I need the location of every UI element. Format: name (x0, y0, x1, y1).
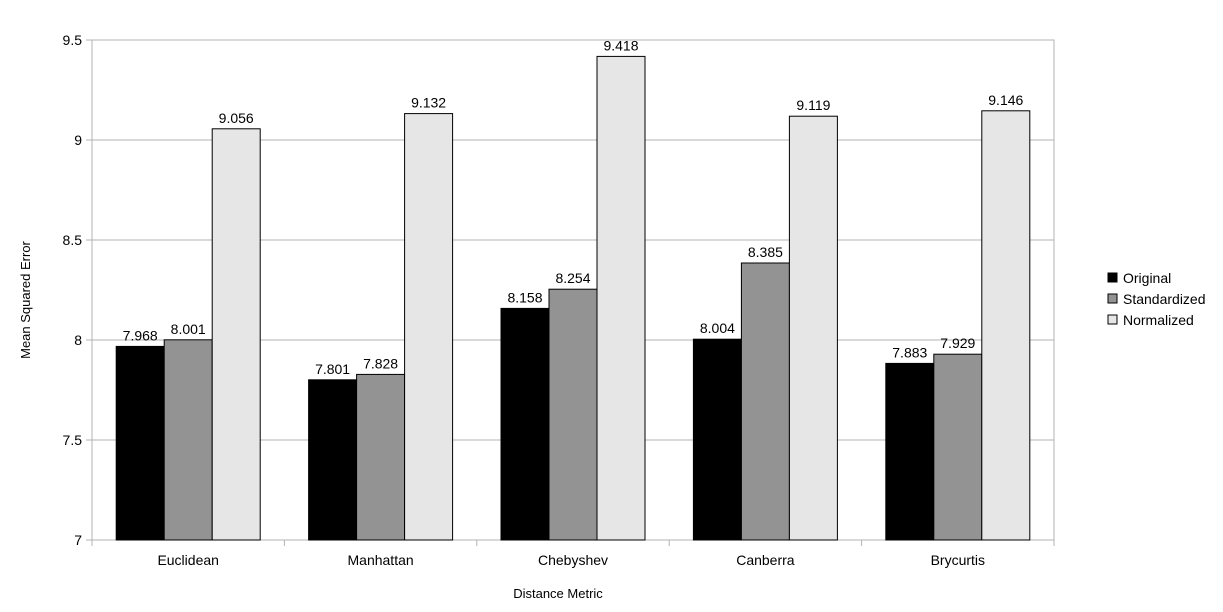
bar-value-label: 7.929 (940, 335, 975, 351)
bars (115, 55, 1031, 541)
x-category-label: Chebyshev (538, 552, 608, 568)
bar-normalized-brycurtis (981, 110, 1031, 541)
x-category-label: Euclidean (157, 552, 219, 568)
bar-normalized-canberra (788, 115, 838, 541)
bar-standardized-canberra (740, 262, 790, 541)
legend-swatch-original (1107, 272, 1118, 283)
legend-label-original: Original (1123, 270, 1171, 286)
bar-original-manhattan (308, 379, 358, 541)
bar-value-label: 8.254 (555, 270, 590, 286)
bar-original-euclidean (115, 345, 165, 541)
y-tick-label: 7.5 (63, 432, 83, 448)
y-tick-label: 9.5 (63, 32, 83, 48)
y-tick-label: 7 (74, 532, 82, 548)
x-axis: Euclidean Manhattan Chebyshev Canberra Brycu… (91, 540, 1055, 568)
bar-normalized-manhattan (404, 113, 454, 541)
y-tick-label: 9 (74, 132, 82, 148)
bar-standardized-chebyshev (548, 288, 598, 541)
y-tick-label: 8.5 (63, 232, 83, 248)
y-tick-label: 8 (74, 332, 82, 348)
bar-value-labels: 7.968 8.001 9.056 7.801 7.828 9.132 8.158 8.254… (123, 37, 1024, 376)
legend-swatch-standardized (1107, 293, 1118, 304)
bar-value-label: 8.385 (748, 244, 783, 260)
bar-value-label: 7.801 (315, 361, 350, 377)
bar-standardized-brycurtis (933, 353, 983, 541)
x-category-label: Manhattan (348, 552, 414, 568)
y-axis-title: Mean Squared Error (18, 240, 33, 358)
bar-normalized-euclidean (211, 128, 261, 541)
legend-swatch-normalized (1107, 314, 1118, 325)
bar-value-label: 9.119 (796, 97, 830, 113)
legend-label-normalized: Normalized (1123, 312, 1194, 328)
bar-normalized-chebyshev (596, 55, 646, 541)
bar-value-label: 9.132 (411, 95, 446, 111)
x-category-label: Brycurtis (931, 552, 985, 568)
bar-original-brycurtis (885, 362, 935, 541)
bar-value-label: 8.001 (171, 321, 206, 337)
legend-label-standardized: Standardized (1123, 291, 1206, 307)
bar-value-label: 7.828 (363, 355, 398, 371)
bar-value-label: 9.418 (603, 37, 638, 53)
bar-value-label: 9.056 (219, 110, 254, 126)
bar-standardized-euclidean (163, 339, 213, 541)
bar-value-label: 8.158 (507, 289, 542, 305)
bar-value-label: 8.004 (700, 320, 735, 336)
bar-value-label: 7.883 (892, 344, 927, 360)
x-category-label: Canberra (736, 552, 795, 568)
bar-original-canberra (692, 338, 742, 541)
bar-value-label: 9.146 (988, 92, 1023, 108)
x-axis-title: Distance Metric (513, 586, 603, 601)
bar-standardized-manhattan (356, 373, 406, 541)
y-axis-ticks: 7 7.5 8 8.5 9 9.5 (63, 32, 92, 548)
legend: Original Standardized Normalized (1107, 270, 1206, 328)
bar-value-label: 7.968 (123, 327, 158, 343)
bar-original-chebyshev (500, 307, 550, 541)
